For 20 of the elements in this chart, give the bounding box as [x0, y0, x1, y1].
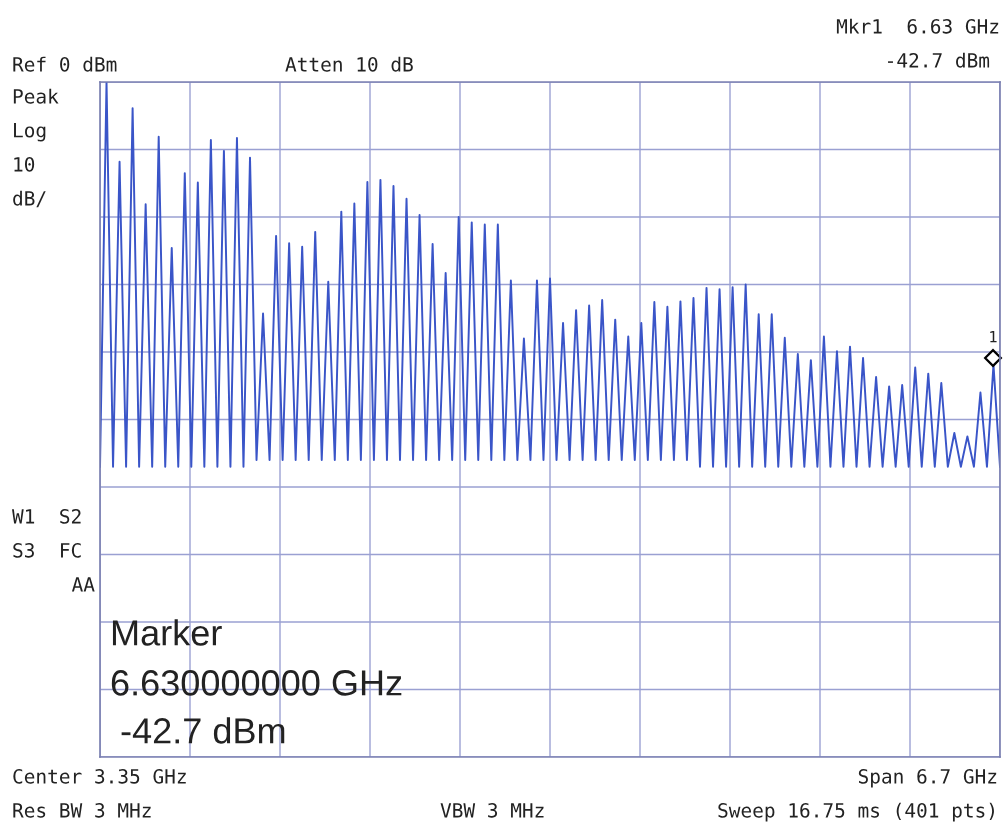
text: Res BW 3 MHz — [13, 802, 151, 818]
text: Atten 10 dB — [285, 56, 413, 72]
text: S3 FC — [13, 542, 81, 558]
annotation: Marker — [112, 619, 222, 646]
text: Center 3.35 GHz — [13, 768, 186, 784]
text: Log — [14, 123, 46, 142]
text: Ref 0 dBm — [13, 56, 117, 72]
text: Peak — [13, 88, 59, 104]
annotation: 1 — [990, 331, 997, 343]
text: VBW 3 MHz — [440, 802, 544, 818]
text: 10 — [14, 156, 35, 172]
text: AA — [71, 577, 95, 592]
text: W1 S2 — [12, 508, 81, 524]
text: Span 6.7 GHz — [858, 768, 997, 788]
text: Mkr1 6.63 GHz — [836, 18, 999, 34]
text: dB/ — [13, 190, 46, 208]
text: -42.7 dBm — [888, 52, 990, 68]
annotation: -42.7 dBm — [121, 717, 285, 744]
annotation: 6.630000000 GHz — [111, 670, 402, 696]
text: Sweep 16.75 ms (401 pts) — [718, 802, 994, 822]
